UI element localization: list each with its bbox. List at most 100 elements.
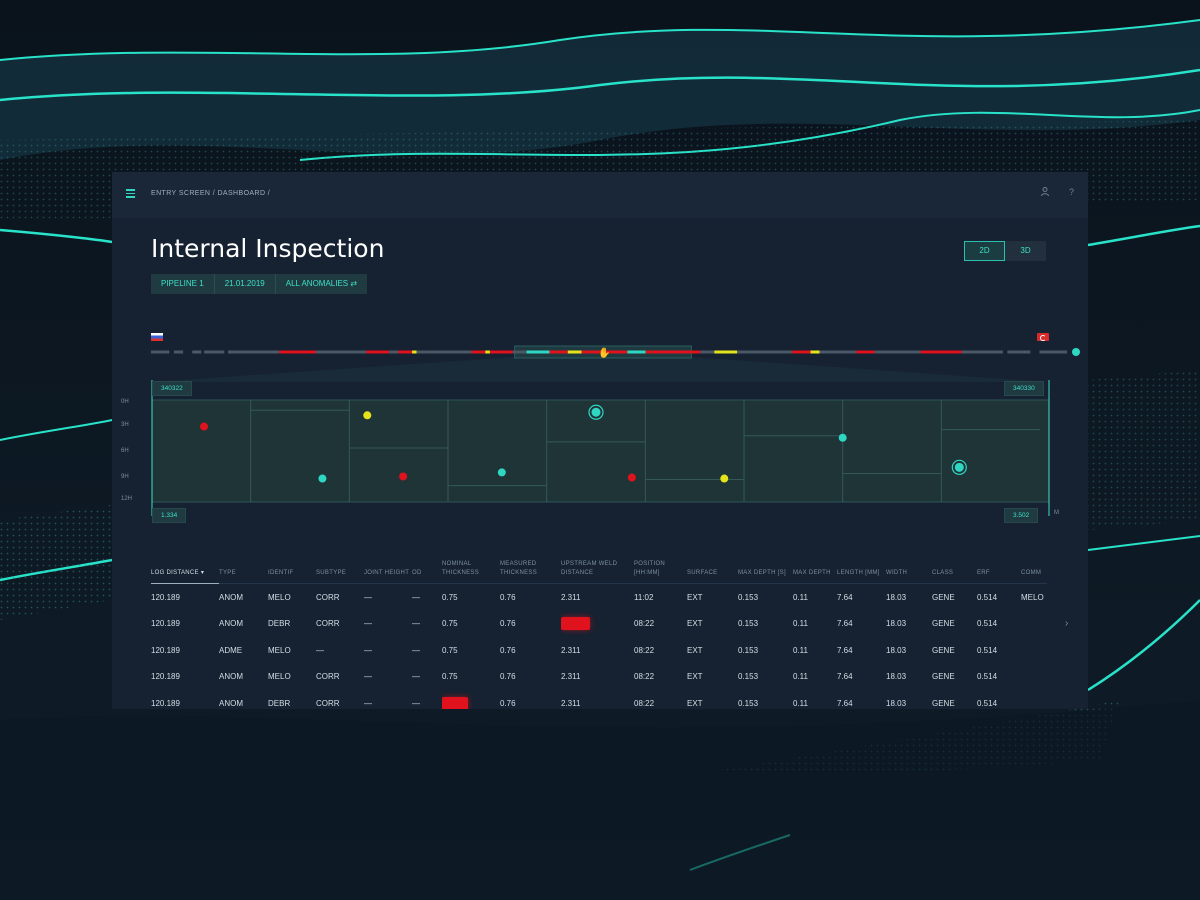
page-title: Internal Inspection: [151, 234, 385, 263]
column-header-nominal-thickness[interactable]: NOMINAL THICKNESS: [442, 556, 500, 584]
user-icon[interactable]: [1041, 187, 1049, 198]
anomaly-ring: [951, 459, 967, 475]
column-header-length[interactable]: LENGTH [MM]: [837, 556, 886, 584]
table-cell: 18.03: [886, 698, 907, 708]
pipeline-segment: [471, 350, 486, 354]
table-cell: 0.153: [738, 672, 759, 682]
swap-icon: ⇄: [350, 279, 358, 288]
table-cell: —: [412, 645, 420, 655]
pipeline-segment: [567, 350, 582, 354]
filter-date[interactable]: 21.01.2019: [215, 274, 276, 294]
table-cell: GENE: [932, 672, 955, 682]
pipeline-segment: [645, 350, 701, 354]
pipeline-segment: [389, 350, 399, 354]
table-cell: 0.514: [977, 645, 998, 655]
view-3d-button[interactable]: 3D: [1005, 241, 1046, 261]
anomaly-point: [318, 474, 327, 483]
column-header-comm[interactable]: COMM: [1021, 556, 1047, 584]
anomaly-table: LOG DISTANCE ▾ TYPE IDENTIF SUBTYPE JOIN…: [151, 556, 1047, 709]
highlighted-value: 0.75: [442, 696, 468, 709]
y-tick-label: 9H: [121, 474, 129, 480]
zoom-projection: [152, 357, 1049, 382]
breadcrumb-separator: /: [267, 190, 271, 197]
help-icon[interactable]: ?: [1069, 187, 1075, 197]
table-cell: 0.75: [442, 619, 458, 629]
detail-end-log: 340330: [1004, 381, 1044, 396]
table-cell: 7.64: [837, 698, 853, 708]
column-header-width[interactable]: WIDTH: [886, 556, 932, 584]
table-cell: [1021, 637, 1047, 664]
table-cell: ANOM: [219, 672, 243, 682]
table-row[interactable]: 120.189 ADME MELO — — — 0.75 0.76 2.311 08:22 EXT 0…: [151, 637, 1047, 664]
column-header-identif[interactable]: IDENTIF: [268, 556, 316, 584]
column-header-surface[interactable]: SURFACE: [687, 556, 738, 584]
view-2d-button[interactable]: 2D: [964, 241, 1005, 261]
table-cell: —: [316, 645, 324, 655]
distance-unit-label: M: [1054, 510, 1059, 516]
table-cell: 7.64: [837, 592, 853, 602]
table-cell: 7.64: [837, 672, 853, 682]
column-header-type[interactable]: TYPE: [219, 556, 268, 584]
table-row[interactable]: 120.189 ANOM DEBR CORR — — 0.75 0.76 2.311 08:22 E…: [151, 690, 1047, 709]
table-cell: ANOM: [219, 619, 243, 629]
top-bar: ENTRY SCREEN / DASHBOARD / ?: [112, 172, 1088, 218]
column-header-measured-thickness[interactable]: MEASURED THICKNESS: [500, 556, 561, 584]
table-cell: 0.514: [977, 592, 998, 602]
pipeline-segment: [173, 350, 184, 354]
column-header-joint-height[interactable]: JOINT HEIGHT: [364, 556, 412, 584]
table-cell: 0.76: [500, 619, 516, 629]
table-cell: EXT: [687, 619, 703, 629]
column-header-od[interactable]: OD: [412, 556, 442, 584]
pipeline-segment: [412, 350, 417, 354]
pipeline-segment: [714, 350, 738, 354]
column-header-max-depth[interactable]: MAX DEPTH: [793, 556, 837, 584]
table-cell: 0.76: [500, 592, 516, 602]
table-cell: CORR: [316, 592, 340, 602]
breadcrumb-dashboard[interactable]: DASHBOARD: [217, 190, 266, 197]
scroll-right-icon[interactable]: ›: [1065, 618, 1069, 629]
column-header-upstream-weld-distance[interactable]: UPSTREAM WELD DISTANCE: [561, 556, 634, 584]
table-cell: CORR: [316, 619, 340, 629]
pipeline-segment: [315, 350, 367, 354]
table-cell: 18.03: [886, 619, 907, 629]
table-cell: CORR: [316, 672, 340, 682]
column-header-subtype[interactable]: SUBTYPE: [316, 556, 364, 584]
table-cell: 0.153: [738, 619, 759, 629]
table-cell: 11:02: [634, 592, 654, 602]
table-row[interactable]: 120.189 ANOM MELO CORR — — 0.75 0.76 2.311 11:02 E…: [151, 584, 1047, 611]
table-cell: EXT: [687, 645, 703, 655]
table-header-row: LOG DISTANCE ▾ TYPE IDENTIF SUBTYPE JOIN…: [151, 556, 1047, 584]
table-cell: ADME: [219, 645, 243, 655]
table-cell: 0.76: [500, 645, 516, 655]
breadcrumb-entry-screen[interactable]: ENTRY SCREEN: [151, 190, 211, 197]
column-header-erf[interactable]: ERF: [977, 556, 1021, 584]
filter-anomalies[interactable]: ALL ANOMALIES ⇄: [276, 274, 367, 294]
filter-anomalies-label: ALL ANOMALIES: [285, 279, 349, 288]
table-cell: 0.11: [793, 645, 808, 655]
table-cell: GENE: [932, 645, 955, 655]
hamburger-menu-icon[interactable]: [126, 189, 135, 198]
table-row[interactable]: 120.189 ANOM MELO CORR — — 0.75 0.76 2.311 08:22 E…: [151, 664, 1047, 691]
pipeline-segment: [819, 350, 857, 354]
highlighted-value: 2.311: [561, 617, 591, 631]
anomaly-point: [954, 462, 964, 472]
pipeline-segment: [1039, 350, 1067, 354]
table-cell: 2.311: [561, 698, 581, 708]
table-cell: 120.189: [151, 592, 180, 602]
table-row[interactable]: 120.189 ANOM DEBR CORR — — 0.75 0.76 2.311 08:22 E…: [151, 611, 1047, 638]
table-cell: 08:22: [634, 672, 655, 682]
column-header-max-depth-s[interactable]: MAX DEPTH [S]: [738, 556, 793, 584]
y-tick-label: 12H: [121, 496, 133, 502]
filter-bar: PIPELINE 1 21.01.2019 ALL ANOMALIES ⇄: [151, 274, 368, 294]
column-header-class[interactable]: CLASS: [932, 556, 977, 584]
filter-pipeline[interactable]: PIPELINE 1: [151, 274, 215, 294]
anomaly-point: [200, 422, 209, 431]
table-cell: MELO: [268, 672, 291, 682]
anomaly-point: [497, 468, 506, 477]
pipeline-segment: [856, 350, 875, 354]
pipeline-segment: [792, 350, 811, 354]
detail-chart-area: [151, 399, 1050, 503]
column-header-log-distance[interactable]: LOG DISTANCE ▾: [151, 556, 219, 584]
table-cell: GENE: [932, 592, 955, 602]
column-header-position[interactable]: POSITION [HH:MM]: [634, 556, 687, 584]
